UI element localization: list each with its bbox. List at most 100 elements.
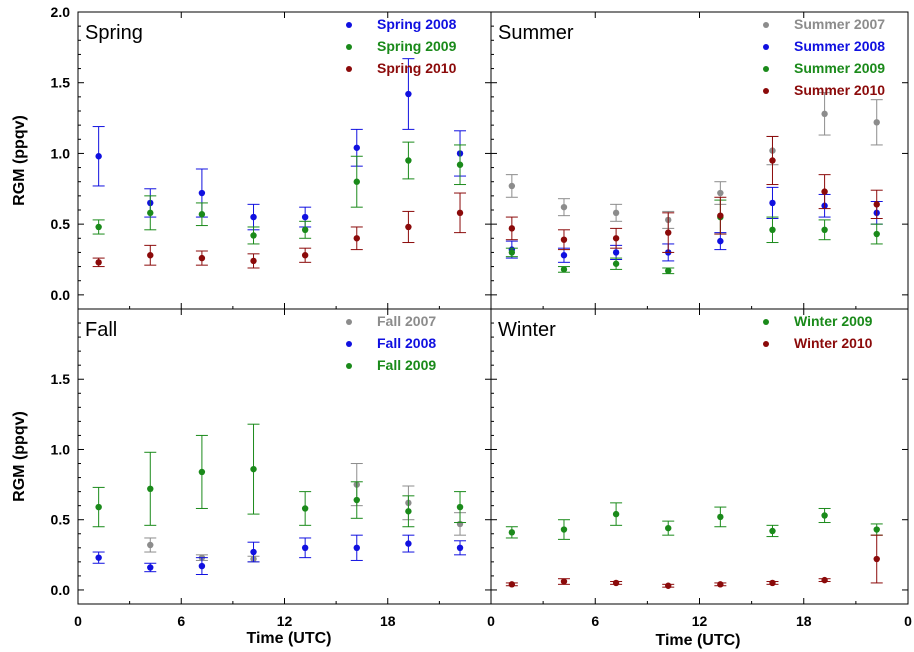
legend-label-summer-2010: Summer 2010 [794, 82, 885, 98]
y-tick-label-fall: 1.5 [51, 371, 71, 387]
data-point-fall-2008 [353, 544, 360, 552]
data-point-summer-2007 [560, 203, 568, 211]
data-point-winter-2010 [665, 582, 672, 589]
legend-marker-fall-2007 [346, 319, 352, 325]
panel-frame-fall [77, 308, 492, 605]
data-point-summer-2008 [717, 237, 724, 245]
data-point-spring-2008 [353, 144, 360, 151]
data-point-spring-2008 [301, 213, 309, 221]
data-point-winter-2010 [508, 581, 516, 588]
data-point-fall-2008 [147, 564, 154, 571]
data-point-winter-2009 [821, 512, 828, 519]
data-point-winter-2010 [560, 578, 568, 585]
data-point-summer-2009 [508, 249, 516, 256]
x-tick-label-winter: 0 [904, 613, 912, 629]
data-point-summer-2008 [612, 249, 620, 256]
data-point-spring-2008 [405, 90, 412, 98]
data-point-spring-2009 [405, 157, 412, 164]
panel-frame-winter [490, 308, 909, 605]
data-point-spring-2010 [147, 252, 154, 259]
legend-label-summer-2007: Summer 2007 [794, 16, 885, 32]
legend-marker-summer-2009 [763, 66, 769, 72]
panel-title-winter: Winter [498, 319, 556, 341]
data-point-summer-2010 [508, 225, 516, 232]
data-point-fall-2009 [250, 465, 257, 473]
data-point-summer-2009 [821, 226, 828, 233]
legend-marker-spring-2010 [346, 66, 352, 72]
legend-label-fall-2009: Fall 2009 [377, 357, 436, 373]
y-tick-label-fall: 0.0 [51, 582, 71, 598]
data-point-fall-2009 [198, 468, 206, 476]
data-point-spring-2009 [456, 161, 464, 168]
data-point-spring-2010 [198, 254, 206, 262]
data-point-winter-2009 [717, 513, 724, 521]
data-point-spring-2009 [147, 209, 154, 217]
legend-label-summer-2009: Summer 2009 [794, 60, 885, 76]
data-point-winter-2009 [560, 526, 568, 533]
data-point-summer-2010 [873, 201, 880, 208]
y-tick-label-spring: 0.5 [51, 216, 71, 232]
legend-marker-fall-2009 [346, 363, 352, 369]
legend-label-winter-2010: Winter 2010 [794, 335, 873, 351]
legend-label-summer-2008: Summer 2008 [794, 38, 885, 54]
legend-marker-spring-2008 [346, 22, 352, 28]
data-point-spring-2009 [301, 226, 309, 233]
data-point-fall-2009 [95, 503, 102, 511]
panel-frame-summer [490, 11, 909, 310]
data-point-spring-2009 [198, 211, 206, 218]
data-point-summer-2010 [665, 229, 672, 236]
data-point-summer-2009 [560, 266, 568, 273]
data-point-spring-2009 [95, 223, 102, 231]
x-axis-title-left: Time (UTC) [246, 630, 331, 647]
data-point-fall-2009 [353, 496, 360, 504]
data-point-summer-2009 [769, 226, 776, 233]
data-point-winter-2009 [508, 529, 516, 536]
data-point-fall-2008 [301, 544, 309, 552]
legend-label-fall-2008: Fall 2008 [377, 335, 436, 351]
y-tick-label-spring: 0.0 [51, 287, 71, 303]
data-point-spring-2008 [95, 153, 102, 160]
x-tick-label-fall: 6 [177, 613, 185, 629]
legend-label-spring-2008: Spring 2008 [377, 16, 457, 32]
x-tick-label-winter: 12 [692, 613, 708, 629]
data-point-spring-2010 [95, 259, 102, 266]
legend-label-fall-2007: Fall 2007 [377, 313, 436, 329]
data-point-winter-2010 [612, 579, 620, 587]
panel-title-summer: Summer [498, 22, 574, 44]
y-axis-title-bottom: RGM (ppqv) [11, 411, 28, 502]
panel-title-fall: Fall [85, 319, 117, 341]
data-point-fall-2009 [301, 505, 309, 512]
x-tick-label-winter: 6 [591, 613, 599, 629]
legend-marker-winter-2010 [763, 341, 769, 347]
legend-marker-summer-2010 [763, 88, 769, 94]
data-point-winter-2010 [769, 579, 776, 587]
data-point-spring-2008 [198, 189, 206, 197]
data-point-fall-2008 [405, 540, 412, 547]
legend-marker-summer-2007 [763, 22, 769, 28]
data-point-winter-2010 [717, 581, 724, 588]
data-point-summer-2009 [873, 230, 880, 238]
data-point-summer-2009 [665, 267, 672, 275]
data-point-summer-2008 [560, 252, 568, 259]
data-point-spring-2010 [301, 252, 309, 259]
data-point-summer-2007 [717, 189, 724, 197]
data-point-spring-2009 [353, 178, 360, 185]
legend-label-spring-2010: Spring 2010 [377, 60, 457, 76]
data-point-spring-2010 [456, 209, 464, 217]
data-point-summer-2007 [873, 119, 880, 126]
y-tick-label-spring: 2.0 [51, 4, 71, 20]
data-point-fall-2008 [250, 548, 257, 556]
legend-marker-summer-2008 [763, 44, 769, 50]
data-point-summer-2010 [821, 188, 828, 195]
data-point-spring-2010 [405, 223, 412, 231]
data-point-summer-2009 [612, 260, 620, 267]
data-point-winter-2010 [821, 576, 828, 584]
data-point-summer-2007 [821, 110, 828, 118]
y-tick-label-spring: 1.5 [51, 75, 71, 91]
x-tick-label-winter: 18 [796, 613, 812, 629]
data-point-summer-2010 [612, 235, 620, 242]
data-point-summer-2007 [612, 209, 620, 217]
data-point-summer-2008 [769, 199, 776, 207]
data-point-winter-2009 [612, 510, 620, 518]
legend-marker-spring-2009 [346, 44, 352, 50]
